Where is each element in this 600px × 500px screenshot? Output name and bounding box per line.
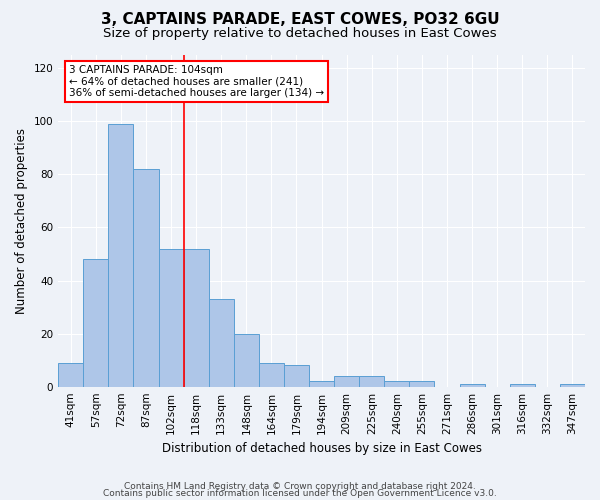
Text: Contains HM Land Registry data © Crown copyright and database right 2024.: Contains HM Land Registry data © Crown c… [124, 482, 476, 491]
Text: Size of property relative to detached houses in East Cowes: Size of property relative to detached ho… [103, 28, 497, 40]
Bar [409, 382, 434, 386]
Text: 3 CAPTAINS PARADE: 104sqm
← 64% of detached houses are smaller (241)
36% of semi: 3 CAPTAINS PARADE: 104sqm ← 64% of detac… [69, 65, 324, 98]
Bar [309, 382, 334, 386]
Bar [334, 376, 359, 386]
X-axis label: Distribution of detached houses by size in East Cowes: Distribution of detached houses by size … [161, 442, 482, 455]
Bar [385, 382, 409, 386]
Bar [460, 384, 485, 386]
Bar [209, 299, 234, 386]
Bar [83, 260, 109, 386]
Bar [158, 248, 184, 386]
Bar [359, 376, 385, 386]
Bar [109, 124, 133, 386]
Text: 3, CAPTAINS PARADE, EAST COWES, PO32 6GU: 3, CAPTAINS PARADE, EAST COWES, PO32 6GU [101, 12, 499, 28]
Bar [184, 248, 209, 386]
Bar [560, 384, 585, 386]
Bar [58, 363, 83, 386]
Bar [133, 169, 158, 386]
Y-axis label: Number of detached properties: Number of detached properties [15, 128, 28, 314]
Text: Contains public sector information licensed under the Open Government Licence v3: Contains public sector information licen… [103, 490, 497, 498]
Bar [259, 363, 284, 386]
Bar [510, 384, 535, 386]
Bar [234, 334, 259, 386]
Bar [284, 366, 309, 386]
